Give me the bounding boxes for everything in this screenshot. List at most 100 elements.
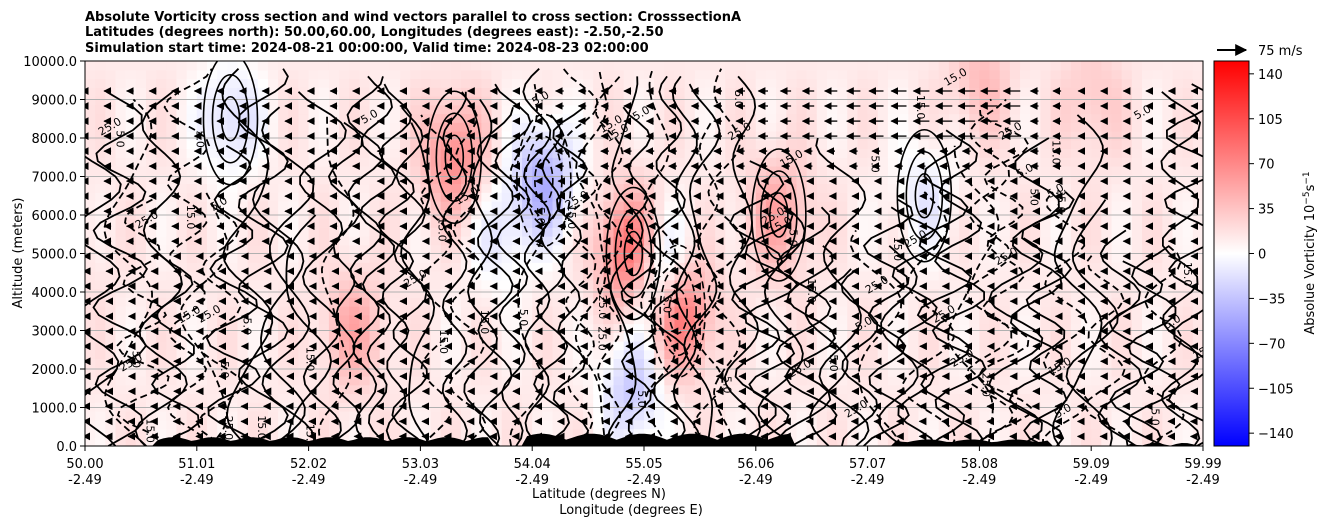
field-cell (918, 61, 930, 71)
field-cell (572, 376, 584, 386)
field-cell (1050, 376, 1062, 386)
field-cell (948, 262, 960, 272)
field-cell (1030, 87, 1041, 97)
field-cell (969, 96, 980, 106)
field-cell (156, 349, 167, 360)
contour-label: 5.0 (721, 376, 734, 394)
field-cell (1131, 69, 1143, 80)
field-cell (806, 139, 818, 150)
field-cell (725, 402, 737, 412)
field-cell (145, 96, 157, 106)
field-cell (532, 201, 543, 211)
field-cell (379, 262, 391, 272)
field-cell (1030, 148, 1041, 158)
field-cell (237, 288, 249, 298)
field-cell (1081, 227, 1092, 237)
field-cell (1081, 69, 1092, 80)
field-cell (379, 174, 391, 185)
field-cell (877, 349, 889, 360)
field-cell (1060, 288, 1072, 298)
field-cell (1060, 367, 1072, 377)
field-cell (908, 166, 920, 176)
field-cell (247, 104, 259, 115)
field-cell (613, 104, 625, 115)
field-cell (1182, 332, 1194, 342)
field-cell (989, 122, 1001, 132)
field-cell (603, 104, 615, 115)
field-cell (694, 87, 706, 97)
field-cell (1081, 332, 1092, 342)
field-cell (156, 393, 167, 403)
field-cell (979, 376, 991, 386)
field-cell (298, 384, 310, 395)
field-cell (522, 69, 533, 80)
field-cell (440, 78, 452, 88)
field-cell (979, 314, 991, 325)
field-cell (898, 61, 909, 71)
field-cell (1081, 437, 1092, 446)
field-cell (552, 341, 564, 351)
field-cell (979, 209, 991, 220)
field-cell (267, 201, 279, 211)
field-cell (1111, 131, 1123, 141)
field-cell (278, 428, 289, 438)
field-cell (298, 69, 310, 80)
field-cell (85, 104, 96, 115)
field-cell (1182, 402, 1194, 412)
field-cell (765, 78, 777, 88)
field-cell (765, 218, 777, 228)
field-cell (633, 297, 645, 307)
field-cell (247, 61, 259, 71)
field-cell (1121, 139, 1133, 150)
field-cell (328, 96, 340, 106)
field-cell (806, 78, 818, 88)
field-cell (186, 297, 198, 307)
field-cell (979, 61, 991, 71)
field-cell (481, 157, 493, 167)
field-cell (318, 104, 330, 115)
field-cell (186, 113, 198, 123)
field-cell (217, 166, 228, 176)
field-cell (206, 78, 218, 88)
field-cell (562, 262, 574, 272)
field-cell (298, 61, 310, 71)
field-cell (359, 419, 371, 430)
field-cell (959, 244, 970, 255)
field-cell (471, 201, 482, 211)
field-cell (186, 411, 198, 421)
field-cell (755, 87, 767, 97)
contour-loop (516, 113, 572, 248)
field-cell (603, 201, 615, 211)
field-cell (572, 358, 584, 368)
field-cell (1131, 323, 1143, 333)
field-cell (694, 288, 706, 298)
field-cell (562, 122, 574, 132)
field-cell (623, 244, 635, 255)
field-cell (1070, 341, 1082, 351)
field-cell (898, 288, 909, 298)
field-cell (959, 201, 970, 211)
field-cell (1060, 78, 1072, 88)
field-cell (176, 148, 188, 158)
field-cell (898, 183, 909, 193)
field-cell (583, 236, 594, 246)
field-cell (379, 428, 391, 438)
field-cell (908, 69, 920, 80)
field-cell (938, 183, 950, 193)
field-cell (857, 411, 869, 421)
field-cell (755, 271, 767, 281)
field-cell (847, 279, 859, 290)
field-cell (948, 244, 960, 255)
field-cell (593, 78, 604, 88)
field-cell (938, 61, 950, 71)
field-cell (654, 78, 665, 88)
field-cell (400, 332, 411, 342)
field-cell (1192, 288, 1203, 298)
field-cell (674, 306, 686, 316)
field-cell (735, 78, 747, 88)
field-cell (633, 253, 645, 263)
field-cell (267, 358, 279, 368)
field-cell (1040, 122, 1052, 132)
field-cell (887, 393, 899, 403)
field-cell (206, 244, 218, 255)
